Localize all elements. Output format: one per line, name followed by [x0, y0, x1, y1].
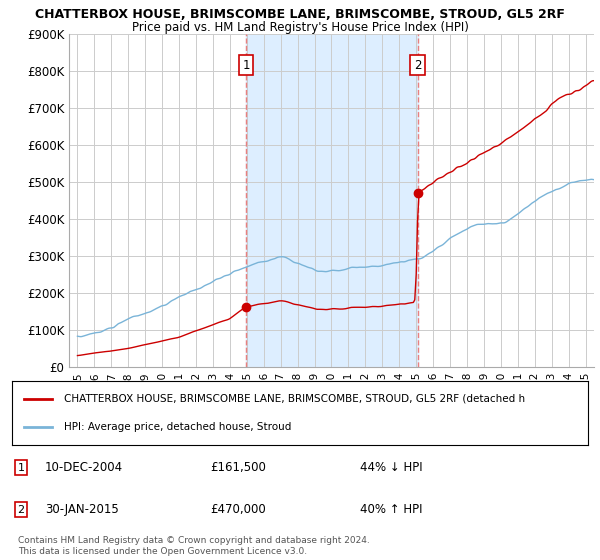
- Text: 40% ↑ HPI: 40% ↑ HPI: [360, 503, 422, 516]
- Text: £470,000: £470,000: [210, 503, 266, 516]
- Text: CHATTERBOX HOUSE, BRIMSCOMBE LANE, BRIMSCOMBE, STROUD, GL5 2RF (detached h: CHATTERBOX HOUSE, BRIMSCOMBE LANE, BRIMS…: [64, 394, 525, 404]
- Text: HPI: Average price, detached house, Stroud: HPI: Average price, detached house, Stro…: [64, 422, 291, 432]
- Text: 2: 2: [17, 505, 25, 515]
- Text: 1: 1: [242, 59, 250, 72]
- Text: 44% ↓ HPI: 44% ↓ HPI: [360, 461, 422, 474]
- Text: Price paid vs. HM Land Registry's House Price Index (HPI): Price paid vs. HM Land Registry's House …: [131, 21, 469, 34]
- Text: 10-DEC-2004: 10-DEC-2004: [45, 461, 123, 474]
- Text: 1: 1: [17, 463, 25, 473]
- Bar: [246, 34, 418, 367]
- Text: 2: 2: [414, 59, 421, 72]
- Text: CHATTERBOX HOUSE, BRIMSCOMBE LANE, BRIMSCOMBE, STROUD, GL5 2RF: CHATTERBOX HOUSE, BRIMSCOMBE LANE, BRIMS…: [35, 8, 565, 21]
- Text: £161,500: £161,500: [210, 461, 266, 474]
- Text: 30-JAN-2015: 30-JAN-2015: [45, 503, 119, 516]
- Text: Contains HM Land Registry data © Crown copyright and database right 2024.
This d: Contains HM Land Registry data © Crown c…: [18, 536, 370, 556]
